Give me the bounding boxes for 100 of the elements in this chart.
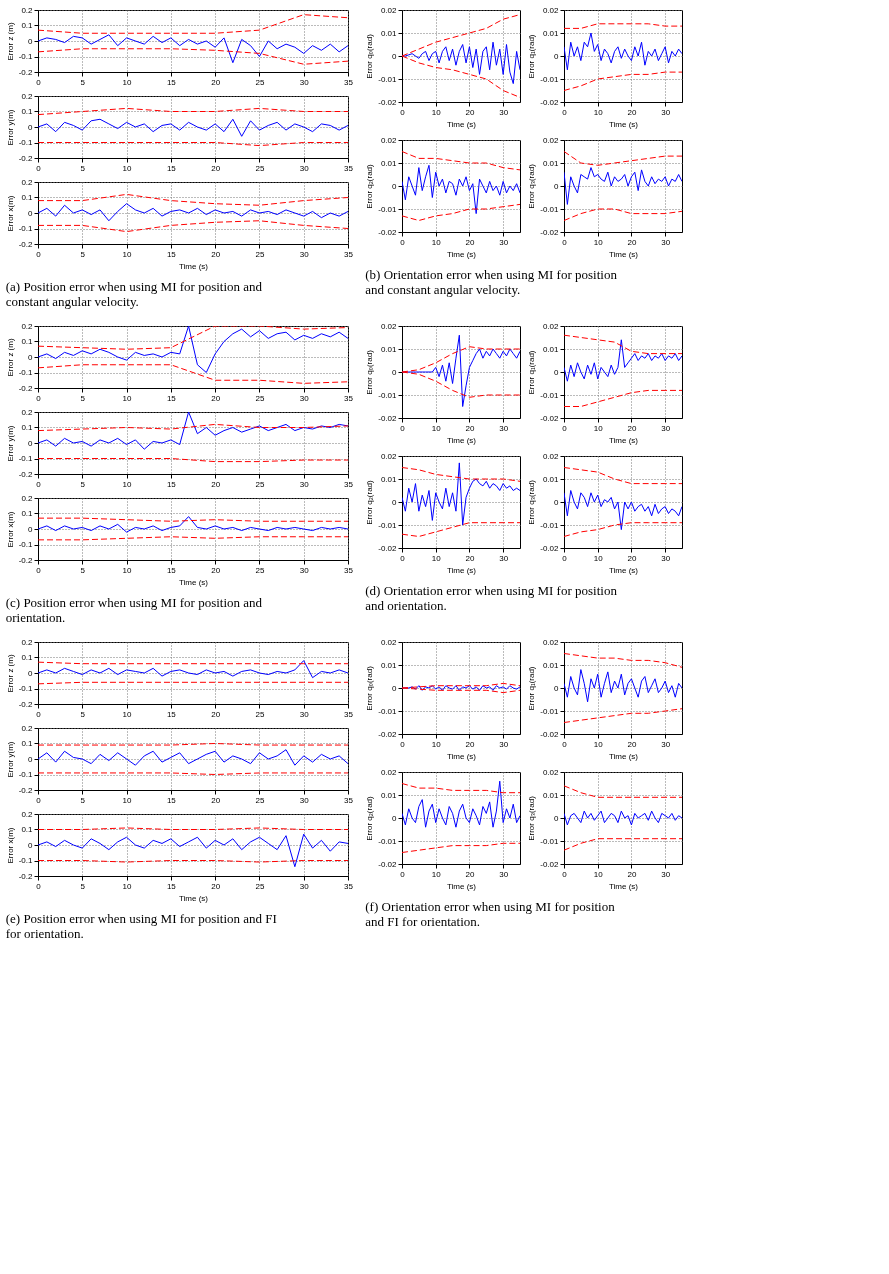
x-tick-label: 10 — [431, 423, 442, 433]
y-tick-label: 0 — [28, 122, 34, 132]
y-tick-label: 0 — [554, 181, 560, 191]
x-tick-label: 30 — [499, 739, 509, 749]
y-axis-title: Error x(m) — [5, 511, 15, 548]
x-tick-label: 30 — [661, 739, 671, 749]
x-tick-label: 10 — [122, 881, 133, 891]
y-tick-label: 0.1 — [21, 509, 34, 518]
x-tick-label: 25 — [255, 249, 265, 259]
x-tick-label: 20 — [211, 77, 221, 87]
y-tick-label: -0.1 — [18, 856, 34, 865]
y-axis-title: Error y(m) — [5, 741, 15, 778]
x-tick-label: 10 — [122, 393, 133, 403]
y-tick-label: -0.2 — [18, 153, 34, 163]
y-tick-label: -0.2 — [18, 785, 34, 795]
x-tick-label: 0 — [562, 237, 568, 247]
x-tick-label: 5 — [80, 163, 86, 173]
x-tick-label: 5 — [80, 393, 86, 403]
y-tick-label: 0 — [28, 524, 34, 534]
x-tick-label: 35 — [344, 393, 354, 403]
y-tick-label: -0.01 — [378, 390, 398, 400]
x-tick-label: 30 — [299, 709, 310, 719]
x-tick-label: 10 — [593, 739, 604, 749]
x-tick-label: 25 — [255, 795, 265, 805]
y-tick-label: 0.01 — [542, 474, 560, 484]
x-tick-label: 25 — [255, 479, 265, 489]
x-tick-label: 20 — [211, 795, 221, 805]
y-axis-title: Error q₁(rad) — [527, 666, 537, 711]
x-tick-label: 10 — [593, 869, 604, 879]
y-tick-label: -0.01 — [540, 706, 560, 716]
y-tick-label: 0 — [392, 367, 398, 377]
y-tick-label: 0.01 — [380, 158, 398, 168]
x-tick-label: 0 — [36, 163, 42, 173]
y-tick-label: -0.1 — [18, 770, 34, 779]
y-tick-label: -0.02 — [378, 413, 398, 423]
y-tick-label: -0.1 — [18, 224, 34, 233]
x-tick-label: 35 — [344, 795, 354, 805]
y-tick-label: 0 — [554, 813, 560, 823]
y-axis-title: Error x(m) — [5, 195, 15, 232]
x-axis-title: Time (s) — [178, 261, 209, 271]
y-tick-label: -0.2 — [18, 555, 34, 565]
y-tick-label: 0.02 — [542, 637, 560, 647]
y-tick-label: 0.1 — [21, 21, 34, 30]
y-tick-label: 0 — [554, 683, 560, 693]
x-tick-label: 20 — [211, 249, 221, 259]
y-tick-label: 0.02 — [542, 451, 560, 461]
y-tick-label: 0.02 — [542, 5, 560, 15]
y-tick-label: -0.02 — [378, 729, 398, 739]
x-tick-label: 15 — [166, 163, 177, 173]
x-tick-label: 15 — [166, 393, 177, 403]
y-axis-title: Error q₁(rad) — [527, 350, 537, 395]
y-tick-label: 0 — [554, 51, 560, 61]
y-tick-label: 0.1 — [21, 107, 34, 116]
x-tick-label: 10 — [122, 163, 133, 173]
y-tick-label: -0.02 — [540, 413, 560, 423]
x-tick-label: 25 — [255, 163, 265, 173]
y-tick-label: 0.02 — [380, 5, 398, 15]
x-tick-label: 30 — [661, 107, 671, 117]
x-axis-title: Time (s) — [608, 119, 639, 129]
y-tick-label: 0.02 — [380, 451, 398, 461]
x-tick-label: 20 — [465, 237, 475, 247]
x-axis-title: Time (s) — [608, 751, 639, 761]
y-tick-label: 0.1 — [21, 825, 34, 834]
y-tick-label: 0 — [392, 497, 398, 507]
x-tick-label: 20 — [211, 163, 221, 173]
y-tick-label: 0 — [28, 438, 34, 448]
x-tick-label: 5 — [80, 249, 86, 259]
y-tick-label: 0.02 — [380, 321, 398, 331]
y-tick-label: 0 — [554, 367, 560, 377]
x-axis-title: Time (s) — [178, 577, 209, 587]
x-axis-title: Time (s) — [446, 881, 477, 891]
y-axis-title: Error q₂(rad) — [365, 479, 375, 525]
x-tick-label: 10 — [431, 869, 442, 879]
x-tick-label: 30 — [661, 237, 671, 247]
y-tick-label: -0.02 — [540, 97, 560, 107]
y-tick-label: 0.02 — [380, 767, 398, 777]
x-tick-label: 20 — [211, 393, 221, 403]
y-tick-label: -0.01 — [540, 74, 560, 84]
x-tick-label: 0 — [562, 869, 568, 879]
y-tick-label: 0 — [392, 51, 398, 61]
x-tick-label: 0 — [400, 739, 406, 749]
x-tick-label: 0 — [36, 881, 42, 891]
x-tick-label: 30 — [661, 423, 671, 433]
y-tick-label: 0.1 — [21, 653, 34, 662]
y-tick-label: 0 — [392, 181, 398, 191]
x-tick-label: 35 — [344, 565, 354, 575]
x-tick-label: 5 — [80, 479, 86, 489]
x-tick-label: 10 — [593, 107, 604, 117]
text: (f) Orientation error when using MI for position and FI for orientation. — [365, 898, 616, 929]
x-tick-label: 5 — [80, 881, 86, 891]
y-axis-title: Error q₁(rad) — [527, 34, 537, 79]
x-axis-title: Time (s) — [446, 751, 477, 761]
x-tick-label: 20 — [627, 869, 637, 879]
y-tick-label: -0.01 — [378, 520, 398, 530]
text: (b) Orientation error when using MI for position and constant angular velocity. — [365, 266, 618, 297]
x-tick-label: 20 — [627, 553, 637, 563]
x-tick-label: 20 — [211, 479, 221, 489]
y-tick-label: 0.2 — [21, 177, 34, 187]
x-tick-label: 10 — [122, 479, 133, 489]
y-tick-label: 0.1 — [21, 337, 34, 346]
